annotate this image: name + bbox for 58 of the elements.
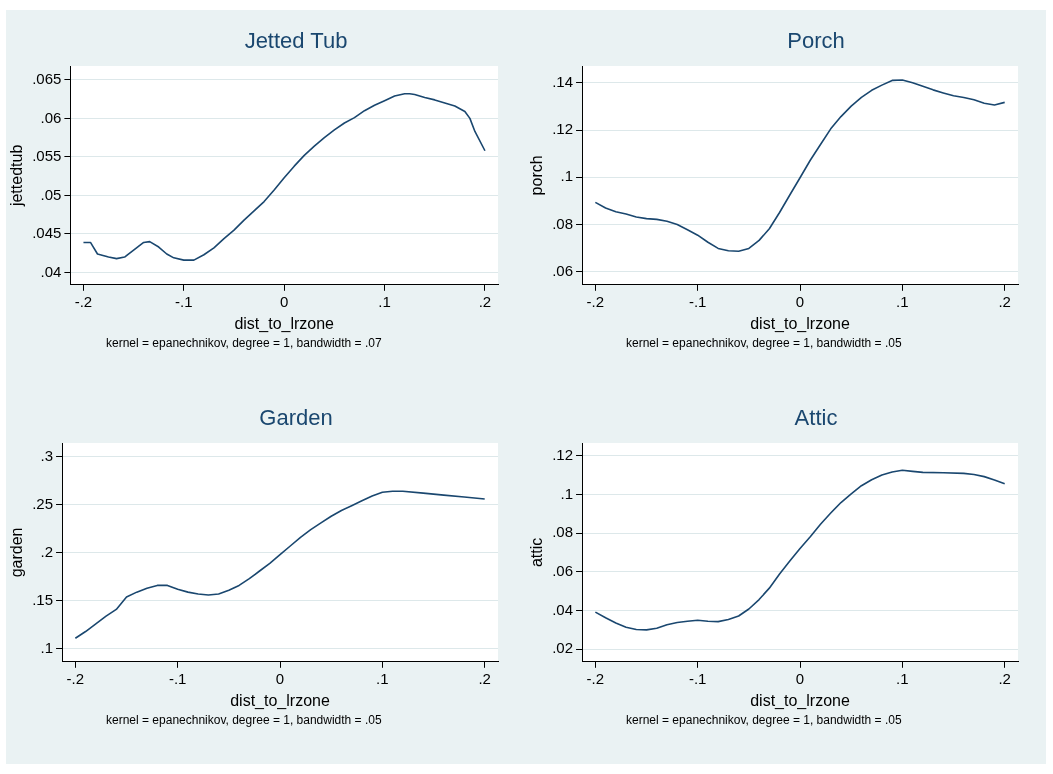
x-tick-label: 0: [795, 292, 805, 310]
y-tick-label: .25: [32, 494, 54, 512]
text: kernel = epanechnikov, degree = 1, bandwidth = .05: [105, 713, 383, 727]
x-tick-label: .2: [478, 669, 491, 687]
chart-title: Garden: [258, 405, 334, 431]
x-tick-label: -.2: [586, 669, 605, 687]
y-tick-label: .12: [552, 446, 574, 464]
x-tick-label: -.2: [66, 669, 85, 687]
y-tick-label: .05: [40, 185, 62, 203]
x-tick-label: 0: [795, 669, 805, 687]
x-tick-label: .1: [378, 292, 391, 310]
x-tick-label: .1: [376, 669, 389, 687]
y-tick-label: .04: [40, 262, 62, 280]
x-tick-label: -.1: [168, 669, 187, 687]
y-tick-label: .065: [32, 70, 62, 88]
y-axis-title: attic: [528, 537, 546, 568]
y-tick-label: .14: [552, 72, 574, 90]
y-tick-label: .08: [552, 214, 574, 232]
y-tick-label: .055: [32, 147, 62, 165]
y-axis-title: jettedtub: [8, 144, 26, 208]
y-tick-label: .1: [40, 638, 54, 656]
x-axis-title: dist_to_lrzone: [230, 691, 330, 710]
x-tick-label: 0: [275, 669, 285, 687]
text: kernel = epanechnikov, degree = 1, bandwidth = .05: [625, 713, 903, 727]
y-tick-label: .3: [40, 446, 54, 464]
y-tick-label: .1: [560, 484, 574, 502]
x-tick-label: .1: [896, 669, 909, 687]
x-tick-label: -.1: [688, 669, 707, 687]
x-tick-label: 0: [280, 292, 289, 310]
y-tick-label: .08: [552, 523, 574, 541]
y-axis-title: garden: [8, 527, 26, 578]
x-axis-title: dist_to_lrzone: [234, 314, 335, 333]
x-tick-label: -.2: [74, 292, 93, 310]
y-tick-label: .02: [552, 639, 574, 657]
x-tick-label: .2: [998, 669, 1011, 687]
x-tick-label: .1: [896, 292, 909, 310]
y-tick-label: .12: [552, 120, 574, 138]
chart-title: Jetted Tub: [243, 28, 349, 54]
x-tick-label: -.2: [586, 292, 605, 310]
y-tick-label: .06: [552, 261, 574, 279]
y-axis-title: porch: [528, 155, 546, 196]
y-tick-label: .06: [40, 108, 62, 126]
x-tick-label: -.1: [688, 292, 707, 310]
y-tick-label: .045: [32, 224, 62, 242]
y-tick-label: .06: [552, 562, 574, 580]
chart-title: Attic: [793, 405, 839, 431]
y-tick-label: .2: [40, 542, 54, 560]
y-tick-label: .15: [32, 590, 54, 608]
x-tick-label: .2: [478, 292, 492, 310]
x-tick-label: -.1: [175, 292, 193, 310]
chart-title: Porch: [786, 28, 846, 54]
y-tick-label: .1: [560, 167, 574, 185]
x-axis-title: dist_to_lrzone: [750, 691, 850, 710]
text: kernel = epanechnikov, degree = 1, bandwidth = .05: [625, 336, 903, 350]
y-tick-label: .04: [552, 600, 574, 618]
x-tick-label: .2: [998, 292, 1011, 310]
text: kernel = epanechnikov, degree = 1, bandwidth = .07: [105, 336, 383, 350]
x-axis-title: dist_to_lrzone: [750, 314, 850, 333]
